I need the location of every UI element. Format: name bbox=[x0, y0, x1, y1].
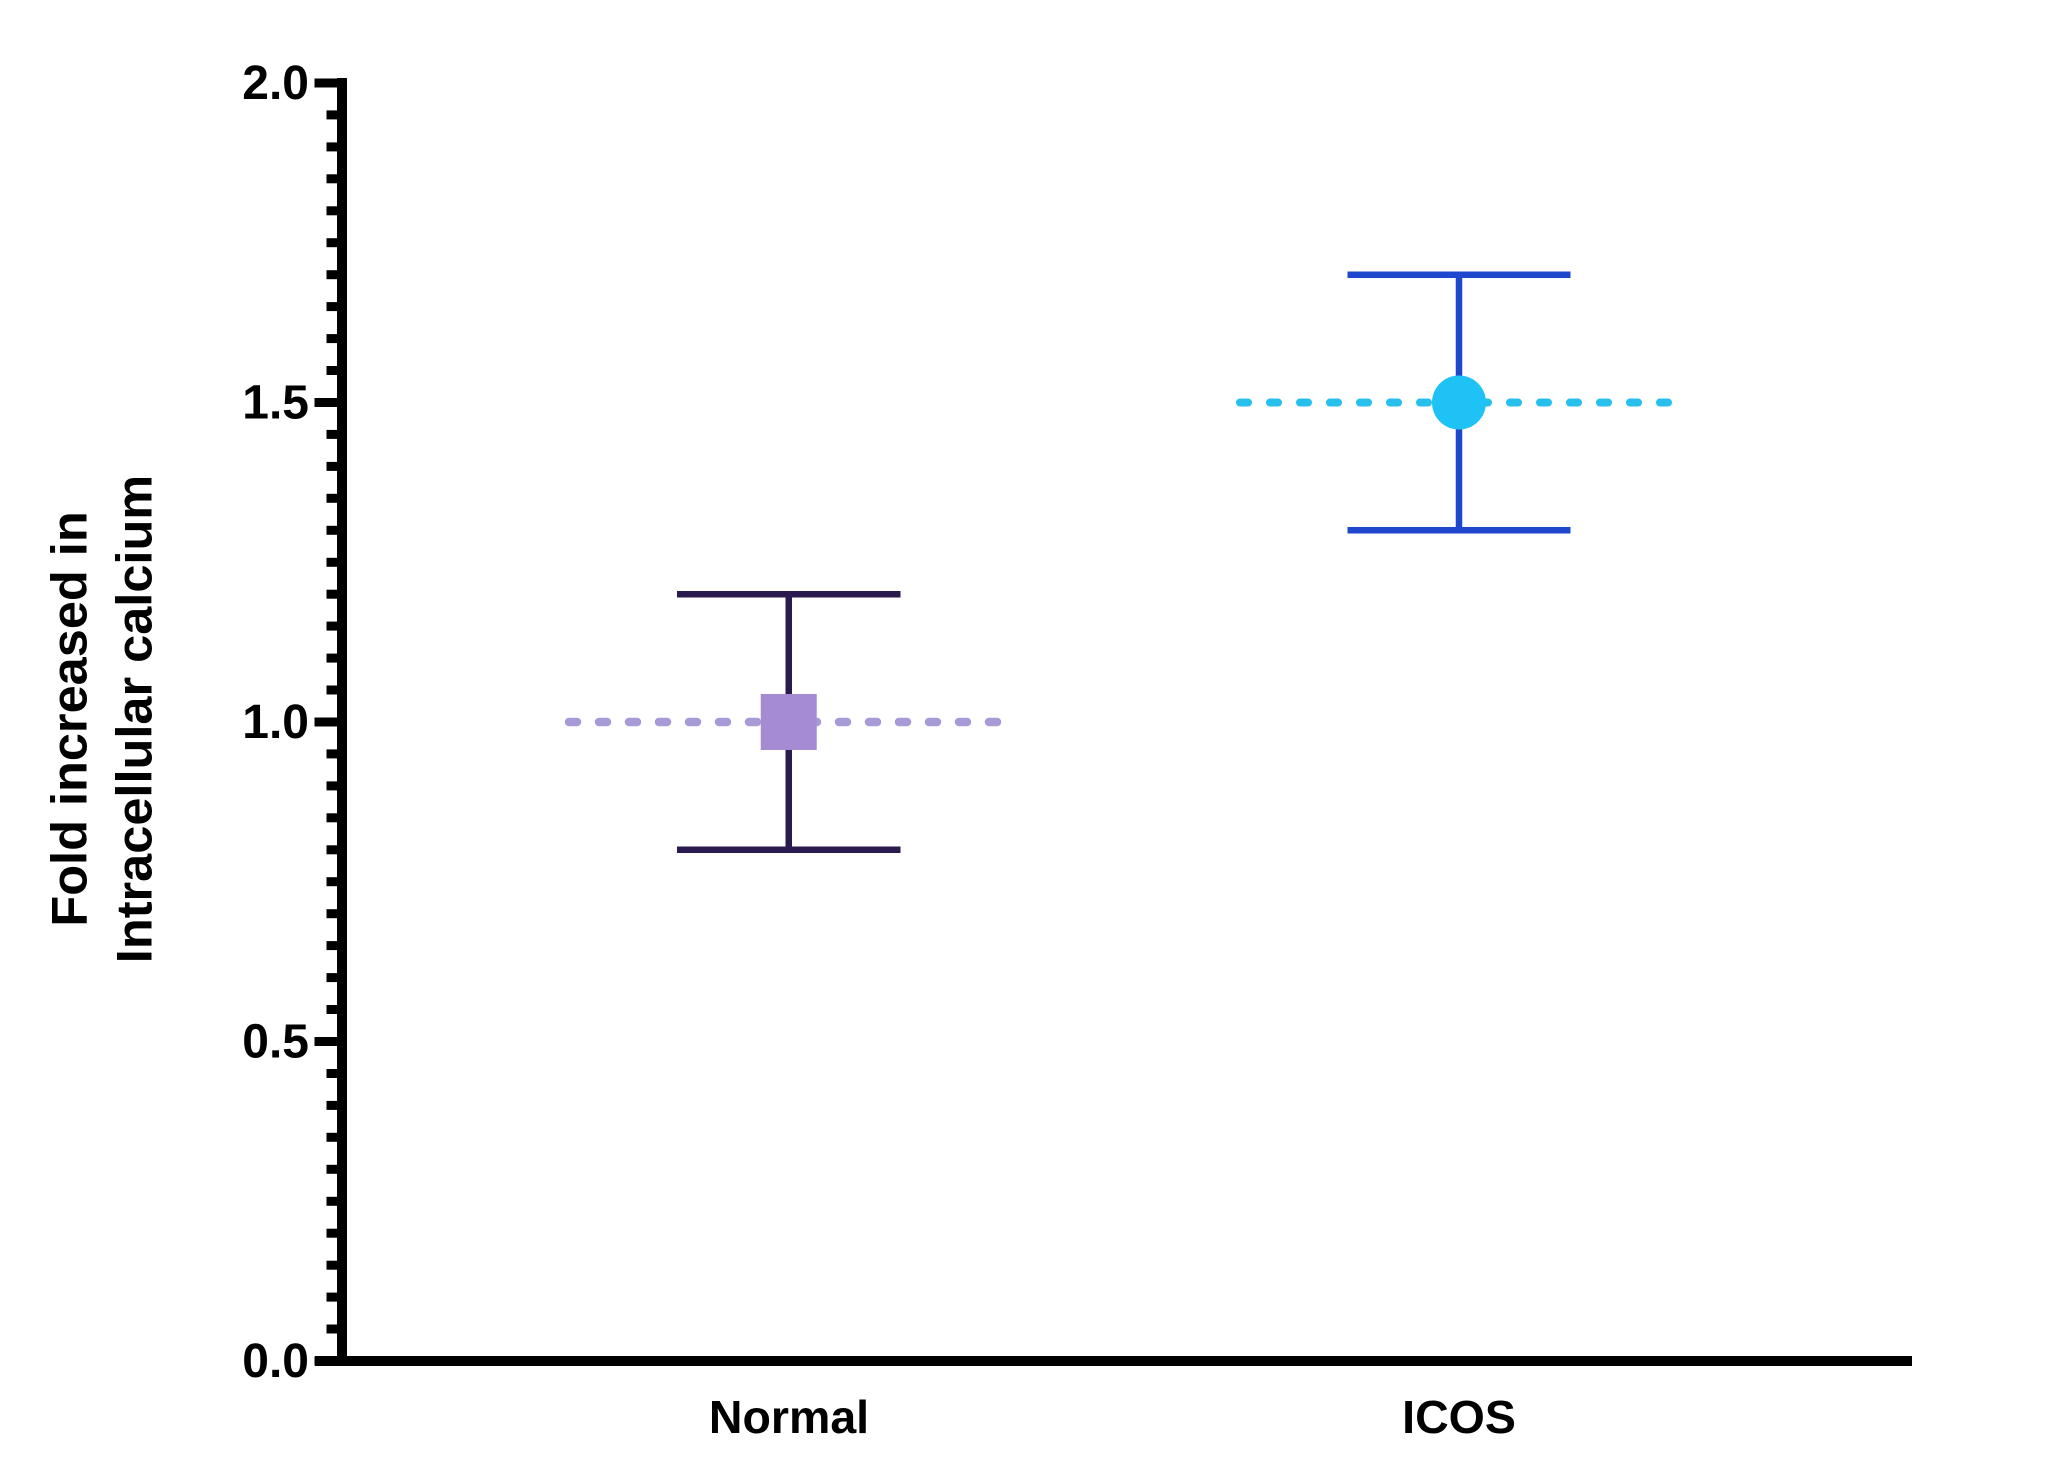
svg-text:Intracellular calcium: Intracellular calcium bbox=[106, 475, 163, 963]
svg-text:Fold increased in: Fold increased in bbox=[41, 511, 98, 926]
svg-text:Normal: Normal bbox=[709, 1391, 869, 1443]
svg-text:0.0: 0.0 bbox=[242, 1335, 309, 1388]
svg-text:0.5: 0.5 bbox=[242, 1015, 309, 1068]
svg-text:1.5: 1.5 bbox=[242, 376, 309, 429]
svg-text:ICOS: ICOS bbox=[1402, 1391, 1516, 1443]
svg-text:2.0: 2.0 bbox=[242, 57, 309, 110]
svg-text:1.0: 1.0 bbox=[242, 696, 309, 749]
